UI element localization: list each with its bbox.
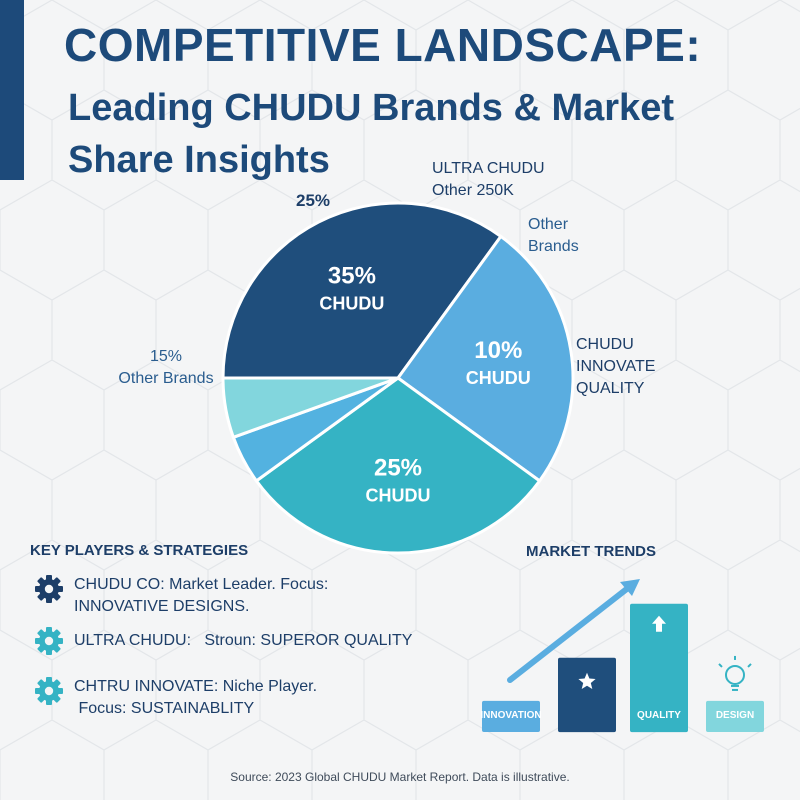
pie-label-other-line2: Brands xyxy=(528,238,579,255)
player-item-chtru-innovate: CHTRU INNOVATE: Niche Player. Focus: SUS… xyxy=(34,676,317,720)
pie-slice-pct-label: 25% xyxy=(374,455,422,482)
pie-slice-name-label: CHUDU xyxy=(466,368,531,388)
player-item-chudu-co: CHUDU CO: Market Leader. Focus: INNOVATI… xyxy=(34,574,328,618)
pie-label-left-pct: 15% xyxy=(149,348,183,365)
pie-label-innovate-line3: QUALITY xyxy=(576,380,645,397)
trend-bar-label: QUALITY xyxy=(637,710,681,721)
player-text: CHUDU CO: Market Leader. Focus: INNOVATI… xyxy=(74,576,329,615)
trend-bar-1 xyxy=(558,657,616,733)
pie-label-innovate: CHUDU INNOVATE QUALITY xyxy=(576,334,655,400)
pie-slice-2 xyxy=(254,376,542,555)
pie-slice-name-label: CHUDU xyxy=(319,294,384,314)
market-trends-chart: INNOVATION QUALITY DESIGN xyxy=(480,579,764,733)
pie-label-other-right: Other Brands xyxy=(528,214,579,258)
pie-slice-pct-label: 35% xyxy=(328,263,376,290)
trend-arrow xyxy=(507,585,631,683)
pie-slice-pct-label: 10% xyxy=(474,337,522,364)
market-trends-heading: MARKET TRENDS xyxy=(526,543,656,560)
pie-label-innovate-line2: INNOVATE xyxy=(576,358,656,375)
pie-label-left-name: Other Brands xyxy=(118,370,214,387)
page-title: COMPETITIVE LANDSCAPE: xyxy=(64,19,702,71)
pie-label-ultra: ULTRA CHUDU Other 250K xyxy=(432,158,545,202)
trend-bar-label: DESIGN xyxy=(716,710,754,721)
pie-label-other-line1: Other xyxy=(528,216,569,233)
source-note: Source: 2023 Global CHUDU Market Report.… xyxy=(230,770,570,784)
trend-arrow-head xyxy=(620,579,640,596)
pie-label-left: 15% Other Brands xyxy=(110,346,222,390)
star-icon xyxy=(578,672,596,689)
trend-bar-0 xyxy=(482,700,540,732)
pie-slice-name-label: CHUDU xyxy=(366,486,431,506)
pie-slice-0 xyxy=(221,201,503,380)
gear-icon xyxy=(35,677,63,705)
gear-icon xyxy=(35,575,63,603)
pie-label-innovate-line1: CHUDU xyxy=(576,336,634,353)
trend-bar-label: INNOVATION xyxy=(480,710,541,721)
page-subtitle: Leading CHUDU Brands & Market Share Insi… xyxy=(68,87,674,181)
pie-slice-1 xyxy=(395,234,575,483)
player-text: CHTRU INNOVATE: Niche Player. Focus: SUS… xyxy=(74,678,318,717)
pie-label-ultra-value: Other 250K xyxy=(432,182,514,199)
trend-bar-2 xyxy=(630,603,688,733)
lightbulb-icon xyxy=(718,655,752,691)
accent-bar xyxy=(0,0,24,180)
player-text: ULTRA CHUDU: Stroun: SUPEROR QUALITY xyxy=(74,632,413,649)
pie-label-ultra-name: ULTRA CHUDU xyxy=(432,160,545,177)
pie-label-top-pct: 25% xyxy=(296,191,331,210)
arrow-up-icon xyxy=(652,615,666,632)
key-players-heading: KEY PLAYERS & STRATEGIES xyxy=(30,542,249,559)
trend-bar-3 xyxy=(706,700,764,732)
pie-slice-4 xyxy=(221,376,399,440)
player-item-ultra-chudu: ULTRA CHUDU: Stroun: SUPEROR QUALITY xyxy=(34,626,412,656)
gear-icon xyxy=(35,627,63,655)
